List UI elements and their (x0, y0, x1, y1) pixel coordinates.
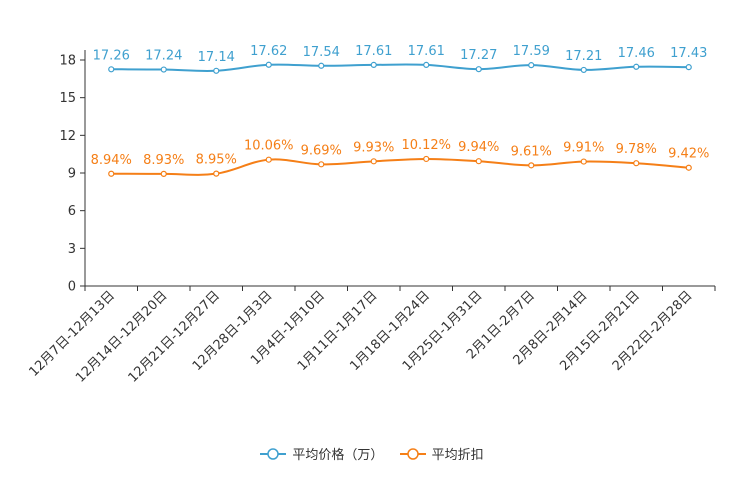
data-point (265, 61, 272, 68)
y-tick-label: 6 (68, 204, 76, 219)
line-chart: 0 3 6 9 12 15 18 12月7日-12月13日12月14日-12月20日12月2… (26, 44, 716, 386)
data-point (370, 158, 377, 165)
data-point (265, 156, 272, 163)
data-label: 10.12% (401, 138, 451, 153)
data-point (370, 61, 377, 68)
data-point (318, 161, 325, 168)
data-point (160, 170, 167, 177)
legend-price-label: 平均价格（万） (292, 448, 384, 463)
legend-item-discount[interactable]: 平均折扣 (399, 444, 484, 463)
data-point (580, 66, 587, 74)
data-label: 9.91% (563, 141, 604, 156)
data-label: 8.93% (143, 153, 184, 168)
data-label: 17.24 (145, 49, 182, 64)
y-tick-label: 18 (59, 54, 76, 69)
series-line (111, 157, 689, 176)
data-label: 17.26 (93, 48, 130, 63)
y-tick-label: 15 (59, 91, 76, 106)
data-point (108, 170, 115, 177)
data-point (213, 170, 220, 177)
data-point (213, 67, 220, 74)
data-point (423, 155, 430, 163)
data-label: 17.54 (303, 45, 340, 60)
data-label: 8.94% (91, 153, 132, 168)
data-point (475, 158, 482, 165)
data-point (685, 64, 692, 71)
data-point (423, 61, 430, 68)
y-tick-label: 9 (68, 167, 76, 182)
legend-price-icon (260, 447, 287, 460)
data-label: 17.46 (618, 46, 655, 61)
data-label: 17.21 (565, 49, 602, 64)
data-point (528, 62, 535, 69)
x-tick-label: 12月7日-12月13日 (26, 288, 118, 380)
data-point (475, 66, 482, 73)
data-label: 9.93% (353, 140, 394, 155)
data-label: 9.61% (511, 144, 552, 159)
data-point (633, 160, 640, 167)
series-price: 17.26 17.24 17.14 17.62 17.54 17.61 17.61 17.27… (93, 44, 707, 74)
data-point (633, 63, 640, 70)
data-label: 9.69% (301, 143, 342, 158)
data-label: 9.78% (616, 142, 657, 157)
data-label: 8.95% (196, 153, 237, 168)
data-point (685, 164, 692, 171)
data-point (160, 66, 167, 73)
legend-discount-label: 平均折扣 (431, 448, 484, 463)
x-tick-label: 12月21日-12月27日 (126, 288, 223, 385)
data-label: 17.27 (460, 48, 497, 63)
series-line (111, 63, 689, 73)
data-point (108, 66, 115, 73)
data-label: 9.42% (668, 147, 709, 162)
data-point (318, 62, 325, 69)
data-label: 10.06% (244, 139, 294, 154)
data-point (528, 162, 535, 169)
y-tick-label: 0 (68, 280, 76, 295)
data-label: 17.43 (670, 46, 707, 61)
x-axis: 12月7日-12月13日12月14日-12月20日12月21日-12月27日12… (26, 285, 716, 386)
series-discount: 8.94% 8.93% 8.95% 10.06% 9.69% 9.93% 10.12% 9.9… (91, 138, 709, 177)
y-tick-label: 3 (68, 242, 76, 257)
data-label: 17.14 (198, 50, 235, 65)
legend-item-price[interactable]: 平均价格（万） (260, 444, 383, 463)
data-label: 17.61 (408, 44, 445, 59)
data-label: 9.94% (458, 140, 499, 155)
legend-discount-icon (399, 447, 426, 460)
legend: 平均价格（万） 平均折扣 (0, 444, 744, 464)
data-point (580, 158, 587, 165)
series-layer: 17.26 17.24 17.14 17.62 17.54 17.61 17.61 17.27… (91, 44, 709, 177)
y-axis: 0 3 6 9 12 15 18 (59, 50, 86, 295)
data-label: 17.61 (355, 44, 392, 59)
data-label: 17.62 (250, 44, 287, 59)
x-tick-label: 12月14日-12月20日 (73, 288, 170, 385)
data-label: 17.59 (513, 44, 550, 59)
y-tick-label: 12 (59, 129, 76, 144)
